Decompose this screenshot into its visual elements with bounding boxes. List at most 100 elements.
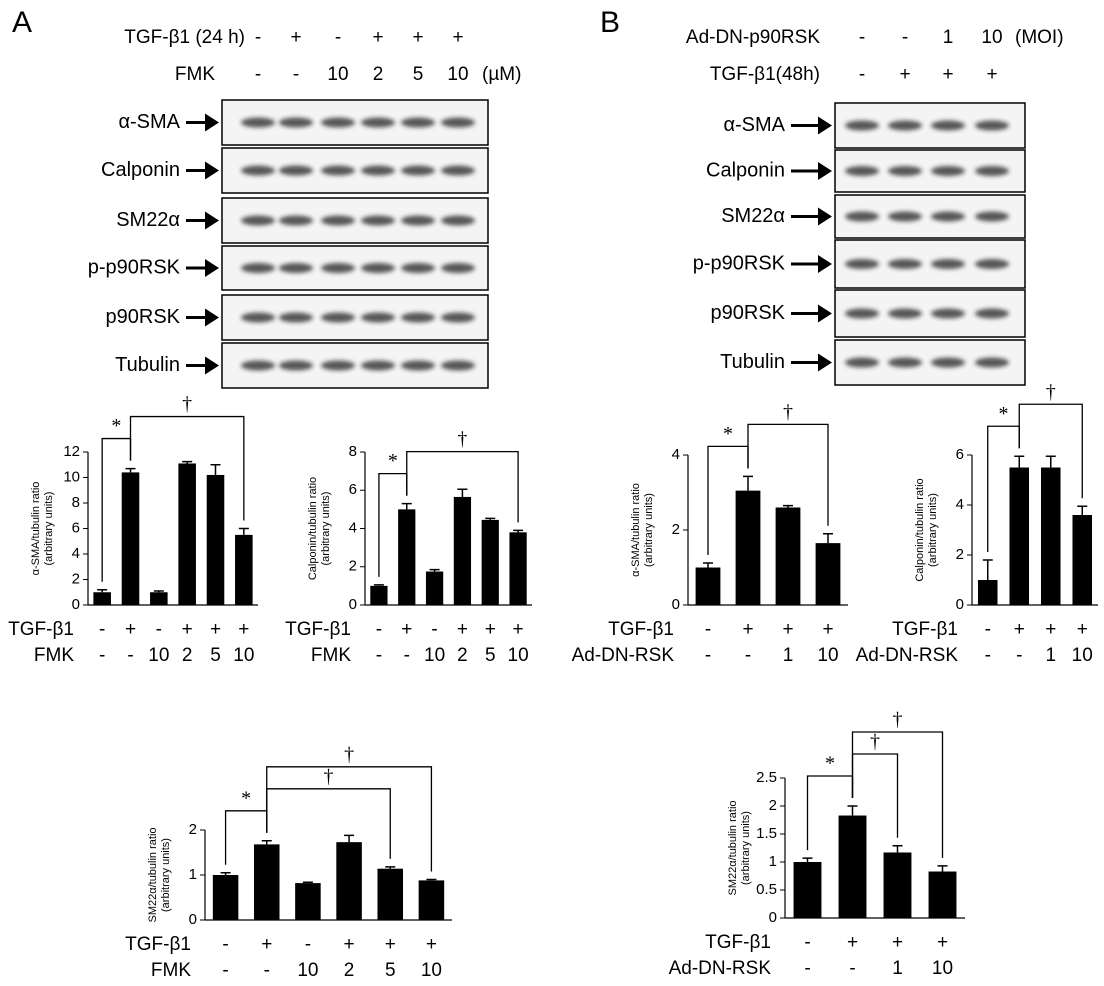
blot-band — [441, 263, 475, 273]
error-bar — [823, 533, 833, 544]
blot-band — [321, 215, 355, 226]
condition-value: + — [942, 64, 953, 85]
significance-mark: * — [388, 450, 398, 472]
condition-value: 1 — [1045, 645, 1056, 666]
y-tick-label: 2 — [956, 546, 964, 563]
blot-band — [401, 117, 435, 128]
error-bar — [485, 517, 496, 520]
condition-value: - — [804, 958, 810, 979]
condition-value: - — [404, 645, 410, 666]
blot-band — [279, 165, 313, 176]
bar — [928, 871, 957, 918]
condition-value: - — [804, 932, 810, 953]
condition-name: Ad-DN-p90RSK — [686, 27, 820, 48]
blot-band — [441, 215, 475, 226]
significance-bracket — [1018, 403, 1083, 499]
blot-band — [975, 357, 1009, 368]
condition-name: Ad-DN-RSK — [856, 645, 959, 666]
blot-band — [931, 308, 965, 319]
condition-value: 10 — [233, 645, 254, 666]
condition-value: - — [985, 645, 991, 666]
condition-unit: (MOI) — [1015, 27, 1064, 48]
error-bar — [703, 562, 713, 568]
condition-value: - — [293, 64, 299, 85]
y-axis-label-line: α-SMA/tubulin ratio — [30, 482, 42, 576]
condition-value: + — [986, 64, 997, 85]
y-axis-label: SM22α/tubulin ratio(arbitrary units) — [727, 800, 752, 895]
bar — [977, 580, 998, 605]
blot-band — [279, 215, 313, 226]
blot-band — [845, 211, 879, 222]
condition-value: 10 — [148, 645, 169, 666]
y-tick-label: 4 — [349, 519, 357, 536]
condition-value: - — [156, 619, 162, 640]
blot-band — [888, 211, 922, 222]
condition-value: 10 — [1072, 645, 1093, 666]
condition-value: 5 — [385, 960, 396, 981]
condition-value: + — [1014, 619, 1025, 640]
y-tick-label: 0 — [72, 596, 80, 613]
error-bar — [429, 568, 440, 572]
y-axis-label-line: (arbitrary units) — [643, 493, 655, 567]
y-axis-label-line: (arbitrary units) — [43, 492, 55, 566]
blot-band — [931, 211, 965, 222]
blot-band — [361, 263, 395, 273]
error-bar — [302, 881, 313, 884]
significance-bracket — [266, 788, 391, 859]
error-bar — [802, 857, 813, 862]
condition-value: - — [1016, 645, 1022, 666]
blot-band — [441, 165, 475, 176]
y-tick-label: 6 — [72, 519, 80, 536]
bar — [370, 585, 388, 605]
bar — [398, 509, 416, 605]
condition-value: - — [255, 27, 261, 48]
y-axis-label-line: (arbitrary units) — [740, 811, 752, 885]
y-tick-label: 2.5 — [756, 769, 777, 786]
blot-band — [401, 165, 435, 176]
condition-value: + — [344, 934, 355, 955]
blot-band — [888, 357, 922, 368]
y-tick-label: 0 — [672, 596, 680, 613]
blot-band — [888, 259, 922, 269]
blot-label: p90RSK — [106, 306, 181, 328]
condition-value: - — [99, 645, 105, 666]
arrow-head — [818, 304, 832, 323]
significance-mark: † — [457, 428, 467, 450]
blot-band — [401, 360, 435, 371]
blot-band — [931, 120, 965, 131]
y-tick-label: 4 — [956, 496, 964, 513]
error-bar — [401, 502, 412, 510]
error-bar — [783, 504, 793, 508]
condition-value: - — [222, 960, 228, 981]
condition-value: + — [822, 619, 833, 640]
y-tick-label: 10 — [63, 468, 80, 485]
condition-value: + — [238, 619, 249, 640]
y-axis-label-line: Calponin/tubulin ratio — [307, 477, 319, 580]
condition-value: + — [210, 619, 221, 640]
significance-mark: * — [111, 415, 121, 437]
bar — [418, 880, 445, 920]
blot-band — [361, 117, 395, 128]
significance-mark: * — [723, 423, 733, 445]
condition-value: - — [335, 27, 341, 48]
blot-band — [888, 308, 922, 319]
blot-band — [401, 312, 435, 323]
bar — [695, 567, 721, 605]
y-tick-label: 2 — [349, 558, 357, 575]
bar — [815, 543, 841, 605]
bar — [838, 815, 867, 918]
bar — [212, 875, 239, 920]
y-tick-label: 4 — [72, 545, 80, 562]
y-axis-label: Calponin/tubulin ratio(arbitrary units) — [307, 477, 332, 580]
blot-band — [361, 360, 395, 371]
error-bar — [344, 834, 355, 843]
condition-value: + — [290, 27, 301, 48]
error-bar — [743, 475, 753, 491]
condition-value: 1 — [943, 27, 954, 48]
y-tick-label: 4 — [672, 446, 680, 463]
condition-value: + — [892, 932, 903, 953]
bar — [1009, 467, 1030, 605]
blot-band — [401, 215, 435, 226]
condition-value: - — [985, 619, 991, 640]
significance-mark: † — [783, 401, 793, 423]
